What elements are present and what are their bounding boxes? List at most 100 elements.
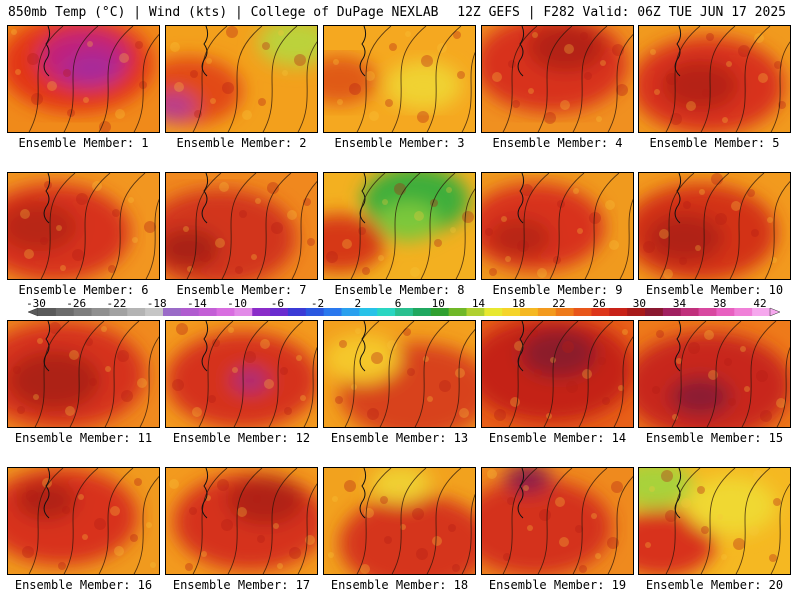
- temperature-blob: [646, 213, 724, 263]
- temperature-map: [639, 321, 790, 427]
- texture-speckle: [704, 330, 714, 340]
- texture-speckle: [13, 366, 21, 374]
- texture-speckle: [20, 209, 30, 219]
- contour-line: [514, 173, 550, 279]
- texture-speckle: [609, 240, 619, 250]
- texture-speckle: [663, 269, 673, 279]
- texture-speckle: [453, 31, 461, 39]
- texture-speckle: [367, 408, 379, 420]
- colorbar-swatch: [234, 308, 253, 316]
- temperature-map: [482, 173, 633, 279]
- contour-line: [133, 475, 159, 574]
- ensemble-panel-16: [7, 467, 160, 575]
- colorbar-swatch: [127, 308, 146, 316]
- texture-speckle: [726, 61, 732, 67]
- temperature-blob: [257, 26, 317, 67]
- texture-speckle: [27, 53, 39, 65]
- texture-speckle: [616, 84, 628, 96]
- contour-line: [34, 321, 70, 427]
- texture-speckle: [260, 339, 270, 349]
- texture-speckle: [300, 395, 306, 401]
- ensemble-panel-10: [638, 172, 791, 280]
- colorbar-tick-label: 30: [632, 297, 646, 310]
- texture-speckle: [271, 222, 283, 234]
- contour-line: [776, 346, 790, 427]
- texture-speckle: [239, 210, 247, 218]
- temperature-blob: [661, 61, 739, 110]
- texture-speckle: [564, 44, 574, 54]
- texture-speckle: [517, 240, 529, 252]
- texture-speckle: [101, 326, 107, 332]
- temperature-blob: [669, 377, 731, 417]
- contour-line: [186, 173, 222, 279]
- texture-speckle: [448, 524, 456, 532]
- texture-speckle: [222, 82, 234, 94]
- contour-line: [356, 26, 392, 132]
- texture-speckle: [328, 552, 334, 558]
- temperature-map: [8, 26, 159, 132]
- texture-speckle: [192, 407, 202, 417]
- texture-speckle: [485, 228, 493, 236]
- texture-speckle: [774, 61, 782, 69]
- contour-line: [256, 173, 292, 279]
- texture-speckle: [24, 249, 34, 259]
- texture-speckle: [150, 562, 156, 568]
- texture-speckle: [618, 385, 624, 391]
- texture-speckle: [523, 485, 529, 491]
- texture-speckle: [362, 267, 370, 275]
- colorbar-swatch: [591, 308, 610, 316]
- texture-speckle: [724, 358, 732, 366]
- texture-speckle: [706, 33, 714, 41]
- texture-speckle: [47, 81, 57, 91]
- member-label: Ensemble Member: 9: [492, 283, 623, 297]
- contour-line: [297, 483, 317, 574]
- texture-speckle: [365, 71, 375, 81]
- texture-speckle: [65, 406, 75, 416]
- temperature-map: [8, 173, 159, 279]
- colorbar-swatch: [412, 308, 432, 316]
- texture-speckle: [532, 32, 538, 38]
- contour-line: [735, 26, 771, 132]
- member-label: Ensemble Member: 16: [14, 578, 153, 592]
- texture-speckle: [652, 386, 660, 394]
- colorbar-tick-label: 2: [354, 297, 362, 310]
- member-label: Ensemble Member: 12: [172, 431, 311, 445]
- member-label: Ensemble Member: 19: [488, 578, 627, 592]
- texture-speckle: [135, 41, 143, 49]
- texture-speckle: [128, 197, 134, 203]
- texture-speckle: [146, 522, 152, 528]
- contour-line: [572, 26, 608, 132]
- coastline: [359, 468, 367, 519]
- texture-speckle: [253, 495, 261, 503]
- texture-speckle: [489, 268, 497, 276]
- contour-line: [700, 468, 736, 574]
- contour-line: [63, 468, 99, 574]
- colorbar-tick-label: -18: [146, 297, 167, 310]
- contour-line: [572, 468, 608, 574]
- coastline: [674, 173, 682, 224]
- texture-speckle: [190, 70, 198, 78]
- texture-speckle: [595, 553, 601, 559]
- texture-speckle: [579, 565, 587, 573]
- temperature-blob: [324, 334, 401, 384]
- contour-line: [613, 336, 633, 427]
- texture-speckle: [332, 496, 338, 502]
- member-label: Ensemble Member: 14: [488, 431, 627, 445]
- contour-line: [227, 26, 263, 132]
- texture-speckle: [434, 239, 442, 247]
- colorbar-swatch: [287, 308, 307, 316]
- contour-line: [110, 173, 146, 279]
- texture-speckle: [695, 245, 701, 251]
- texture-speckle: [172, 379, 184, 391]
- texture-speckle: [462, 211, 474, 223]
- texture-speckle: [758, 73, 768, 83]
- texture-speckle: [389, 43, 397, 51]
- texture-speckle: [137, 378, 147, 388]
- contour-line: [420, 173, 456, 279]
- texture-speckle: [605, 200, 615, 210]
- member-label: Ensemble Member: 11: [14, 431, 153, 445]
- texture-speckle: [591, 513, 597, 519]
- temperature-blob: [166, 92, 197, 122]
- texture-speckle: [105, 366, 111, 372]
- temperature-blob: [15, 480, 77, 520]
